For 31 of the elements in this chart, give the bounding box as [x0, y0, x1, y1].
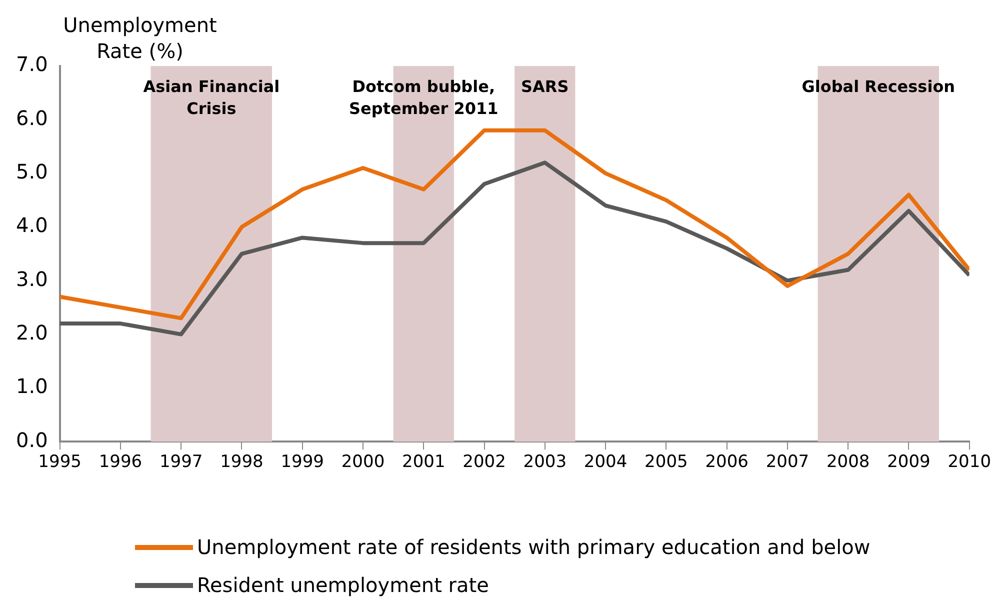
- band-label: Global Recession: [802, 77, 956, 96]
- x-tick-label: 2003: [523, 452, 567, 472]
- x-tick-label: 2010: [948, 452, 991, 472]
- band-label: Dotcom bubble, September 2011: [348, 77, 498, 118]
- y-tick-label: 4.0: [16, 213, 48, 238]
- x-tick-label: 1999: [280, 452, 324, 472]
- y-axis-title: Unemployment Rate (%): [63, 13, 217, 63]
- x-tick-label: 1995: [38, 452, 82, 472]
- x-tick-label: 2008: [826, 452, 870, 472]
- x-tick-label: 1996: [98, 452, 142, 472]
- y-tick-label: 7.0: [16, 52, 48, 76]
- x-tick-label: 2007: [766, 452, 810, 472]
- y-tick-label: 6.0: [16, 106, 48, 130]
- x-tick-label: 2005: [644, 452, 688, 472]
- y-tick-label: 1.0: [16, 374, 48, 398]
- legend-label: Resident unemployment rate: [197, 573, 489, 597]
- x-tick-label: 2009: [887, 452, 930, 472]
- x-tick-label: 2001: [402, 452, 446, 472]
- y-tick-label: 0.0: [16, 428, 48, 452]
- legend-label: Unemployment rate of residents with primary education and below: [197, 535, 870, 559]
- x-tick-label: 2006: [705, 452, 748, 472]
- band-label: SARS: [521, 77, 569, 96]
- x-tick-label: 1997: [159, 452, 203, 472]
- y-tick-label: 3.0: [16, 266, 48, 291]
- x-tick-label: 2000: [341, 452, 385, 472]
- y-tick-label: 2.0: [16, 320, 48, 344]
- band-label: Asian Financial Crisis: [143, 77, 280, 118]
- y-tick-label: 5.0: [16, 160, 48, 184]
- x-tick-label: 2002: [462, 452, 506, 472]
- x-tick-label: 1998: [220, 452, 264, 472]
- x-tick-label: 2004: [584, 452, 628, 472]
